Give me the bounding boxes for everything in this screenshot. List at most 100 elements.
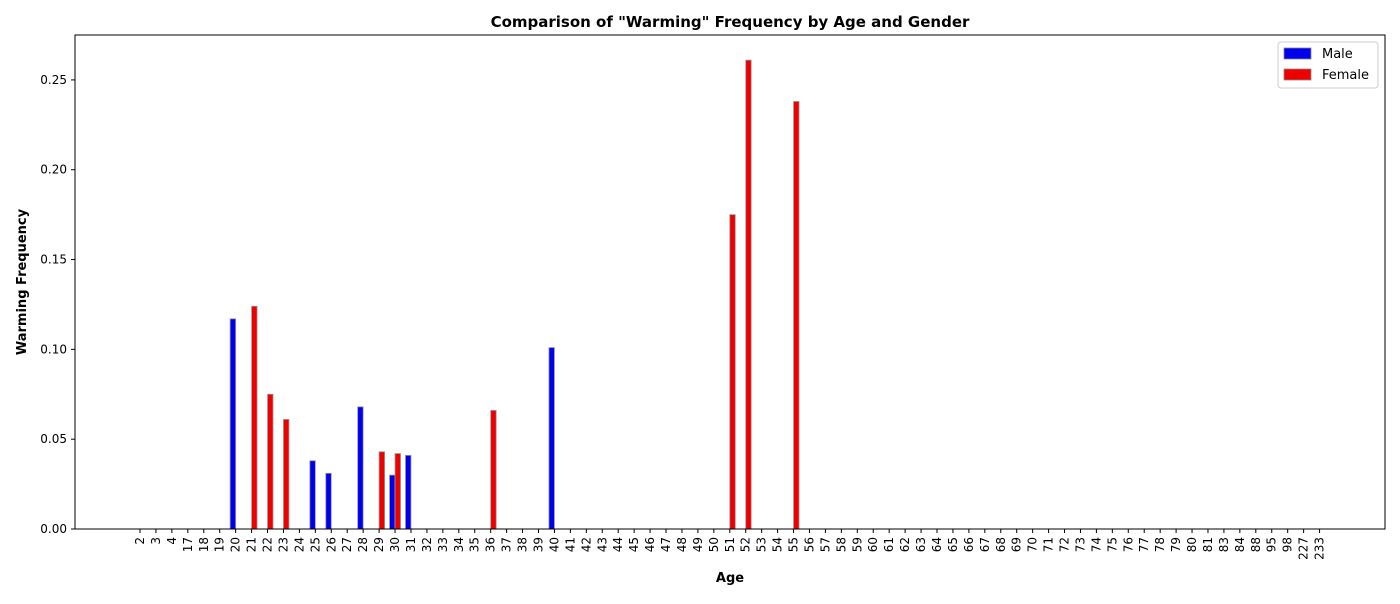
x-tick-label: 51 bbox=[723, 537, 737, 552]
x-tick-label: 48 bbox=[675, 537, 689, 552]
bar-male-40 bbox=[548, 347, 555, 530]
x-tick-label: 40 bbox=[547, 537, 561, 552]
x-tick-label: 31 bbox=[404, 537, 418, 552]
x-tick-label: 233 bbox=[1313, 537, 1327, 560]
x-tick-label: 52 bbox=[739, 537, 753, 552]
x-axis: 2 3 4 17 18 19 20 21 22 23 24 25 26 27 28 29 30 31 32 33 34 3… bbox=[133, 529, 1327, 560]
x-tick-label: 47 bbox=[659, 537, 673, 552]
x-tick-label: 49 bbox=[691, 537, 705, 552]
x-tick-label: 95 bbox=[1265, 537, 1279, 552]
x-tick-label: 72 bbox=[1058, 537, 1072, 552]
x-tick-label: 57 bbox=[818, 537, 832, 552]
x-tick-label: 80 bbox=[1185, 537, 1199, 552]
y-tick-label: 0.00 bbox=[40, 522, 67, 536]
x-tick-label: 67 bbox=[978, 537, 992, 552]
x-tick-label: 81 bbox=[1201, 537, 1215, 552]
y-axis-label: Warming Frequency bbox=[15, 208, 30, 355]
legend-label-female: Female bbox=[1322, 68, 1369, 83]
x-tick-label: 35 bbox=[468, 537, 482, 552]
x-tick-label: 83 bbox=[1217, 537, 1231, 552]
x-tick-label: 55 bbox=[787, 537, 801, 552]
x-tick-label: 27 bbox=[340, 537, 354, 552]
x-tick-label: 66 bbox=[962, 537, 976, 552]
bar-male-30 bbox=[389, 474, 396, 530]
x-tick-label: 37 bbox=[500, 537, 514, 552]
x-tick-label: 68 bbox=[994, 537, 1008, 552]
x-tick-label: 79 bbox=[1169, 537, 1183, 552]
x-tick-label: 54 bbox=[771, 537, 785, 552]
x-tick-label: 21 bbox=[245, 537, 259, 552]
x-tick-label: 23 bbox=[276, 537, 290, 552]
x-tick-label: 30 bbox=[388, 537, 402, 552]
bar-male-20 bbox=[229, 318, 237, 530]
x-tick-label: 60 bbox=[866, 537, 880, 552]
x-tick-label: 38 bbox=[516, 537, 530, 552]
y-tick-label: 0.15 bbox=[40, 253, 67, 267]
x-tick-label: 71 bbox=[1042, 537, 1056, 552]
y-tick-label: 0.10 bbox=[40, 342, 67, 356]
bar-male-25 bbox=[309, 460, 316, 530]
x-tick-label: 22 bbox=[261, 537, 275, 552]
x-tick-label: 25 bbox=[308, 537, 322, 552]
bar-male-26 bbox=[325, 472, 332, 530]
x-tick-label: 34 bbox=[452, 537, 466, 552]
x-tick-label: 64 bbox=[930, 537, 944, 552]
x-tick-label: 17 bbox=[181, 537, 195, 552]
legend-swatch-male bbox=[1283, 47, 1312, 60]
x-tick-label: 98 bbox=[1281, 537, 1295, 552]
x-tick-label: 28 bbox=[356, 537, 370, 552]
x-tick-label: 70 bbox=[1026, 537, 1040, 552]
x-tick-label: 39 bbox=[532, 537, 546, 552]
x-tick-label: 58 bbox=[834, 537, 848, 552]
x-tick-label: 59 bbox=[850, 537, 864, 552]
x-tick-label: 77 bbox=[1137, 537, 1151, 552]
y-axis: 0.00 0.05 0.10 0.15 0.20 0.25 bbox=[40, 73, 75, 536]
x-tick-label: 44 bbox=[611, 537, 625, 552]
x-tick-label: 43 bbox=[595, 537, 609, 552]
x-tick-label: 227 bbox=[1297, 537, 1311, 560]
y-tick-label: 0.20 bbox=[40, 163, 67, 177]
x-tick-label: 24 bbox=[292, 537, 306, 552]
x-tick-label: 45 bbox=[627, 537, 641, 552]
x-tick-label: 63 bbox=[914, 537, 928, 552]
x-tick-label: 41 bbox=[563, 537, 577, 552]
x-tick-label: 4 bbox=[165, 537, 179, 545]
bar-female-22 bbox=[267, 393, 274, 530]
chart-title: Comparison of "Warming" Frequency by Age… bbox=[491, 13, 970, 31]
x-tick-label: 20 bbox=[229, 537, 243, 552]
x-axis-label: Age bbox=[716, 571, 744, 586]
x-tick-label: 74 bbox=[1089, 537, 1103, 552]
bar-female-36 bbox=[490, 410, 497, 530]
x-tick-label: 36 bbox=[484, 537, 498, 552]
x-tick-label: 46 bbox=[643, 537, 657, 552]
x-tick-label: 76 bbox=[1121, 537, 1135, 552]
x-tick-label: 3 bbox=[149, 537, 163, 545]
y-tick-label: 0.25 bbox=[40, 73, 67, 87]
bar-female-55 bbox=[793, 101, 800, 530]
x-tick-label: 73 bbox=[1073, 537, 1087, 552]
x-tick-label: 84 bbox=[1233, 537, 1247, 552]
x-tick-label: 19 bbox=[213, 537, 227, 552]
x-tick-label: 18 bbox=[197, 537, 211, 552]
x-tick-label: 69 bbox=[1010, 537, 1024, 552]
x-tick-label: 56 bbox=[802, 537, 816, 552]
x-tick-label: 32 bbox=[420, 537, 434, 552]
x-tick-label: 65 bbox=[946, 537, 960, 552]
bar-female-23 bbox=[283, 419, 290, 530]
x-tick-label: 78 bbox=[1153, 537, 1167, 552]
bar-male-31 bbox=[405, 454, 412, 530]
bar-female-29 bbox=[378, 451, 386, 530]
x-tick-label: 29 bbox=[372, 537, 386, 552]
bar-female-51 bbox=[729, 214, 736, 530]
bars-layer bbox=[229, 59, 800, 530]
x-tick-label: 53 bbox=[755, 537, 769, 552]
x-tick-label: 33 bbox=[436, 537, 450, 552]
x-tick-label: 61 bbox=[882, 537, 896, 552]
legend-label-male: Male bbox=[1322, 47, 1353, 62]
x-tick-label: 2 bbox=[133, 537, 147, 545]
x-tick-label: 62 bbox=[898, 537, 912, 552]
bar-male-28 bbox=[357, 406, 364, 530]
x-tick-label: 50 bbox=[707, 537, 721, 552]
